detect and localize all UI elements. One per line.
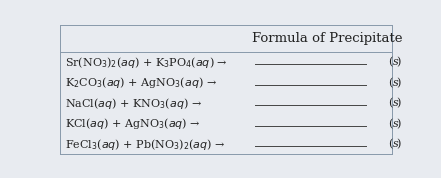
- Text: KCl($aq$) + AgNO$_3$($aq$) →: KCl($aq$) + AgNO$_3$($aq$) →: [65, 116, 201, 131]
- Text: (: (: [389, 139, 393, 149]
- Text: FeCl$_3$($aq$) + Pb(NO$_3$)$_2$($aq$) →: FeCl$_3$($aq$) + Pb(NO$_3$)$_2$($aq$) →: [65, 137, 226, 152]
- Text: Sr(NO$_3$)$_2$($aq$) + K$_3$PO$_4$($aq$) →: Sr(NO$_3$)$_2$($aq$) + K$_3$PO$_4$($aq$)…: [65, 55, 228, 70]
- Text: s: s: [392, 139, 398, 149]
- Text: (: (: [389, 57, 393, 68]
- Text: (: (: [389, 98, 393, 108]
- Text: s: s: [392, 57, 398, 67]
- FancyBboxPatch shape: [60, 25, 392, 154]
- Text: ): ): [396, 98, 400, 108]
- Text: NaCl($aq$) + KNO$_3$($aq$) →: NaCl($aq$) + KNO$_3$($aq$) →: [65, 96, 202, 111]
- Text: ): ): [396, 78, 400, 88]
- Text: s: s: [392, 98, 398, 108]
- Text: (: (: [389, 119, 393, 129]
- Text: s: s: [392, 119, 398, 129]
- Text: (: (: [389, 78, 393, 88]
- Text: ): ): [396, 119, 400, 129]
- Text: Formula of Precipitate: Formula of Precipitate: [251, 32, 402, 45]
- Text: K$_2$CO$_3$($aq$) + AgNO$_3$($aq$) →: K$_2$CO$_3$($aq$) + AgNO$_3$($aq$) →: [65, 75, 217, 90]
- Text: ): ): [396, 139, 400, 149]
- Text: ): ): [396, 57, 400, 68]
- Text: s: s: [392, 78, 398, 88]
